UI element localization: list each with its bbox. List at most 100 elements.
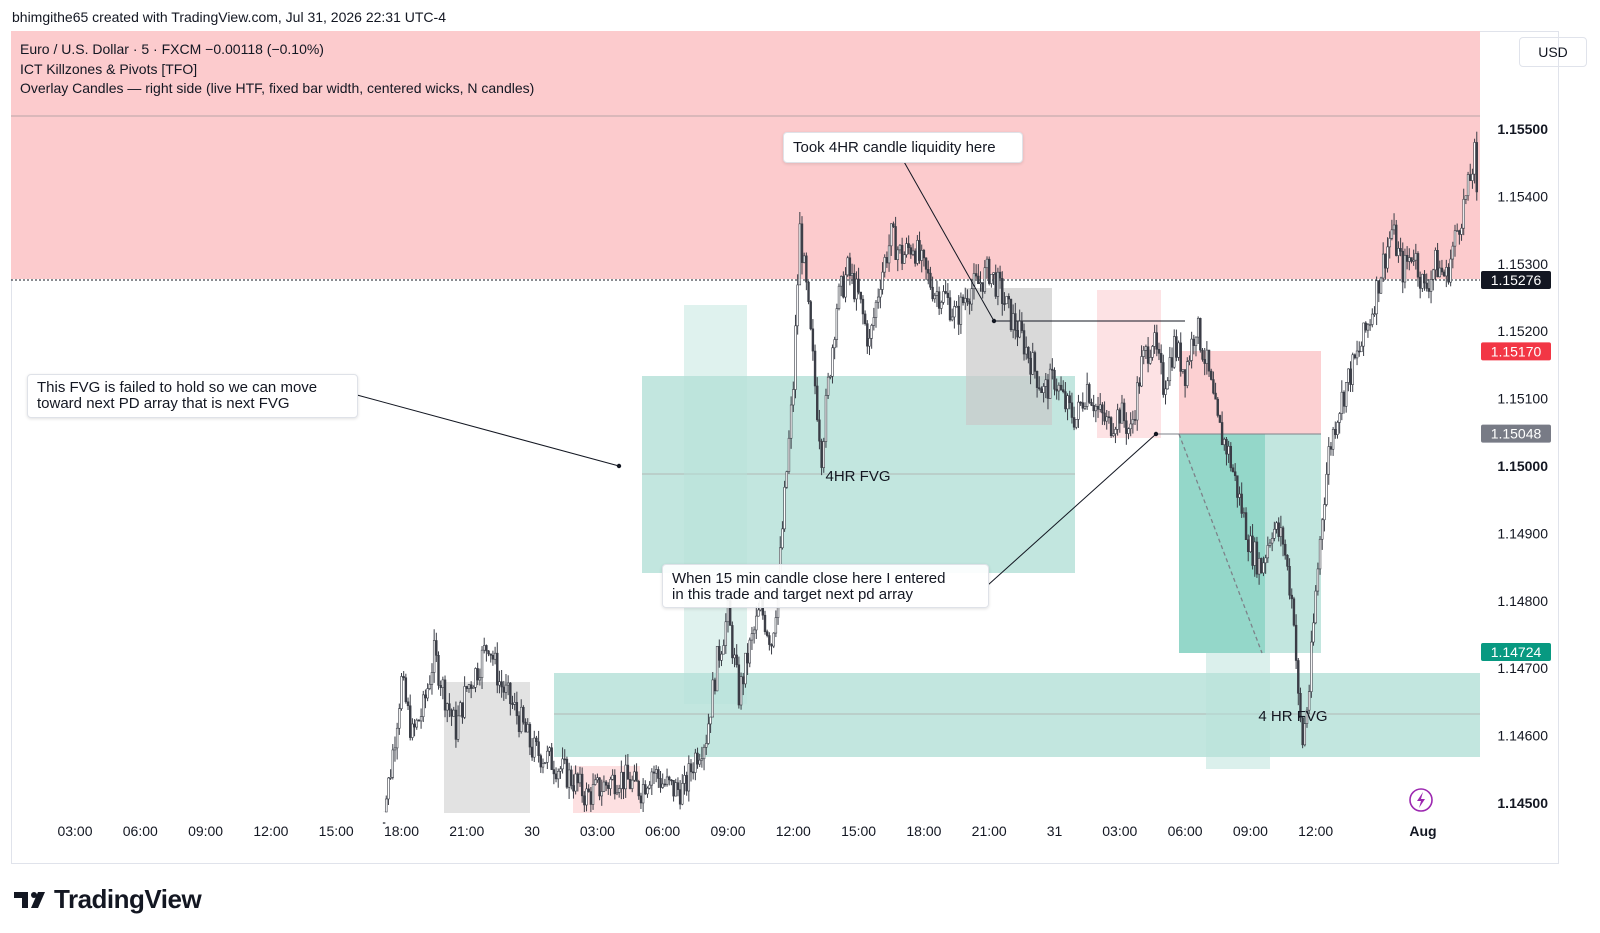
candle-body bbox=[385, 798, 388, 813]
candle-body bbox=[417, 719, 421, 722]
callout-liquidity-text: Took 4HR candle liquidity here bbox=[793, 139, 996, 156]
candle-body bbox=[715, 646, 719, 692]
price-tag-label: 1.15170 bbox=[1491, 343, 1542, 359]
lightning-icon[interactable] bbox=[1409, 788, 1433, 812]
callout-fvg-failed[interactable]: This FVG is failed to hold so we can mov… bbox=[27, 374, 358, 418]
y-axis[interactable]: 1.15500 1.15400 1.15300 1.15200 1.15100 1.150… bbox=[1497, 121, 1548, 811]
legend-indicator-2[interactable]: Overlay Candles — right side (live HTF, … bbox=[20, 80, 535, 96]
candle-body bbox=[731, 625, 734, 659]
candle-body bbox=[890, 223, 893, 247]
candle-body bbox=[557, 771, 560, 780]
candle-body bbox=[1325, 473, 1328, 505]
x-tick-label: 06:00 bbox=[123, 823, 158, 839]
candle-body bbox=[448, 703, 451, 711]
y-tick-label: 1.14900 bbox=[1497, 525, 1548, 541]
candle-body bbox=[883, 257, 886, 273]
candle-body bbox=[909, 247, 913, 255]
candle-body bbox=[589, 791, 593, 805]
candle-body bbox=[498, 681, 501, 686]
candle-body bbox=[1229, 445, 1233, 469]
legend-symbol[interactable]: Euro / U.S. Dollar · 5 · FXCM −0.00118 (… bbox=[20, 41, 324, 57]
candle-body bbox=[935, 291, 939, 296]
candle-body bbox=[550, 747, 553, 770]
candle-body bbox=[633, 771, 636, 781]
currency-button[interactable]: USD bbox=[1519, 37, 1587, 67]
candle-body bbox=[1125, 420, 1128, 434]
candle-body bbox=[1009, 298, 1013, 331]
candle-body bbox=[467, 684, 471, 689]
candle-body bbox=[391, 749, 394, 778]
candle-body bbox=[879, 289, 882, 298]
callout-entry[interactable]: When 15 min candle close here I entered … bbox=[662, 564, 989, 608]
candle-body bbox=[848, 257, 852, 276]
candle-body bbox=[1031, 352, 1034, 375]
candle-body bbox=[646, 787, 649, 795]
candle-body bbox=[681, 783, 684, 805]
candle-body bbox=[1151, 346, 1154, 358]
candles-layer bbox=[382, 131, 1478, 824]
candle-body bbox=[1432, 269, 1435, 280]
candle-body bbox=[1122, 402, 1126, 422]
candle-body bbox=[1157, 348, 1161, 354]
callout-entry-line2: in this trade and target next pd array bbox=[672, 586, 913, 603]
candle-body bbox=[637, 781, 640, 797]
candle-body bbox=[580, 773, 584, 797]
candle-body bbox=[683, 775, 686, 784]
callout-leader-fvg-failed bbox=[356, 394, 620, 467]
candle-body bbox=[576, 773, 580, 784]
candle-body bbox=[1083, 406, 1087, 409]
candle-body bbox=[946, 292, 950, 298]
candle-body bbox=[1092, 405, 1095, 412]
candle-body bbox=[750, 633, 754, 641]
candle-body bbox=[415, 719, 418, 728]
candle-body bbox=[1075, 419, 1078, 428]
candle-body bbox=[1416, 253, 1420, 278]
candle-body bbox=[1168, 357, 1172, 382]
candle-body bbox=[537, 741, 540, 756]
legend-indicator-1[interactable]: ICT Killzones & Pivots [TFO] bbox=[20, 60, 198, 77]
candle-body bbox=[395, 727, 399, 749]
tradingview-logo[interactable]: TradingView bbox=[14, 884, 202, 915]
candle-body bbox=[1464, 195, 1468, 200]
candle-body bbox=[722, 645, 725, 655]
candle-body bbox=[563, 758, 566, 761]
candle-body bbox=[1196, 318, 1200, 338]
candle-body bbox=[1257, 558, 1261, 575]
x-tick-label: 03:00 bbox=[57, 823, 92, 839]
candle-body bbox=[530, 746, 534, 758]
y-tick-label: 1.15400 bbox=[1497, 188, 1548, 204]
tradingview-logo-icon bbox=[14, 891, 45, 908]
candle-body bbox=[1201, 349, 1204, 360]
candle-body bbox=[937, 291, 941, 309]
callout-liquidity[interactable]: Took 4HR candle liquidity here bbox=[783, 132, 1023, 163]
candle-body bbox=[1277, 522, 1280, 537]
candle-body bbox=[620, 771, 623, 789]
candle-body bbox=[1070, 402, 1074, 418]
candle-body bbox=[813, 350, 817, 387]
candle-body bbox=[940, 302, 943, 309]
candle-body bbox=[609, 779, 612, 789]
candle-body bbox=[702, 746, 706, 760]
candle-body bbox=[905, 243, 908, 256]
candle-body bbox=[691, 771, 695, 774]
candle-body bbox=[1384, 253, 1387, 269]
candle-body bbox=[1140, 356, 1143, 387]
candle-body bbox=[1192, 338, 1196, 346]
x-axis[interactable]: 03:00 06:00 09:00 12:00 15:00 18:00 21:00 30 03:… bbox=[57, 823, 1436, 839]
candle-body bbox=[659, 778, 662, 788]
candle-body bbox=[855, 278, 858, 300]
candle-body bbox=[1057, 384, 1061, 392]
candle-body bbox=[517, 715, 521, 732]
candle-body bbox=[1003, 303, 1006, 305]
candle-body bbox=[961, 296, 965, 304]
candle-body bbox=[1016, 330, 1019, 338]
candle-body bbox=[480, 649, 484, 679]
candle-body bbox=[1358, 350, 1361, 353]
candle-body bbox=[583, 795, 586, 806]
candle-body bbox=[1340, 391, 1344, 414]
candle-body bbox=[1310, 641, 1313, 692]
candle-body bbox=[411, 723, 414, 738]
price-tag-label: 1.15048 bbox=[1491, 426, 1542, 442]
callout-leader-entry bbox=[987, 433, 1157, 586]
